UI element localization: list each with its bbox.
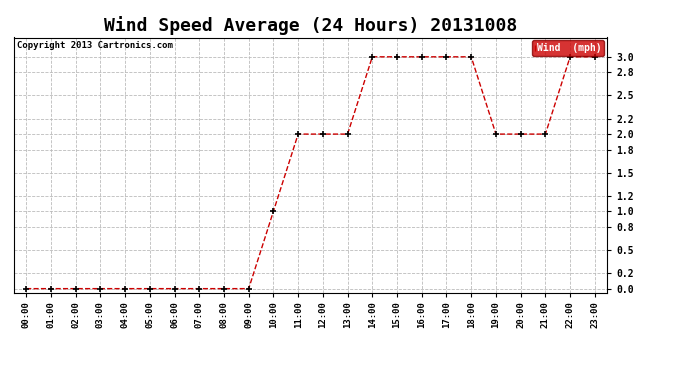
Legend: Wind  (mph): Wind (mph) [532,40,604,56]
Title: Wind Speed Average (24 Hours) 20131008: Wind Speed Average (24 Hours) 20131008 [104,16,517,34]
Text: Copyright 2013 Cartronics.com: Copyright 2013 Cartronics.com [17,41,172,50]
